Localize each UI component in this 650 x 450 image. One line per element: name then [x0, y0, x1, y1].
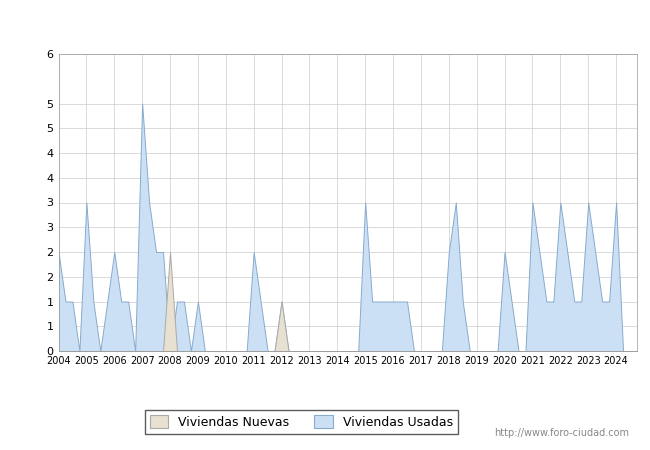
Text: http://www.foro-ciudad.com: http://www.foro-ciudad.com [494, 428, 629, 438]
Text: Torrijo del Campo - Evolucion del Nº de Transacciones Inmobiliarias: Torrijo del Campo - Evolucion del Nº de … [79, 19, 571, 35]
Legend: Viviendas Nuevas, Viviendas Usadas: Viviendas Nuevas, Viviendas Usadas [144, 410, 458, 434]
